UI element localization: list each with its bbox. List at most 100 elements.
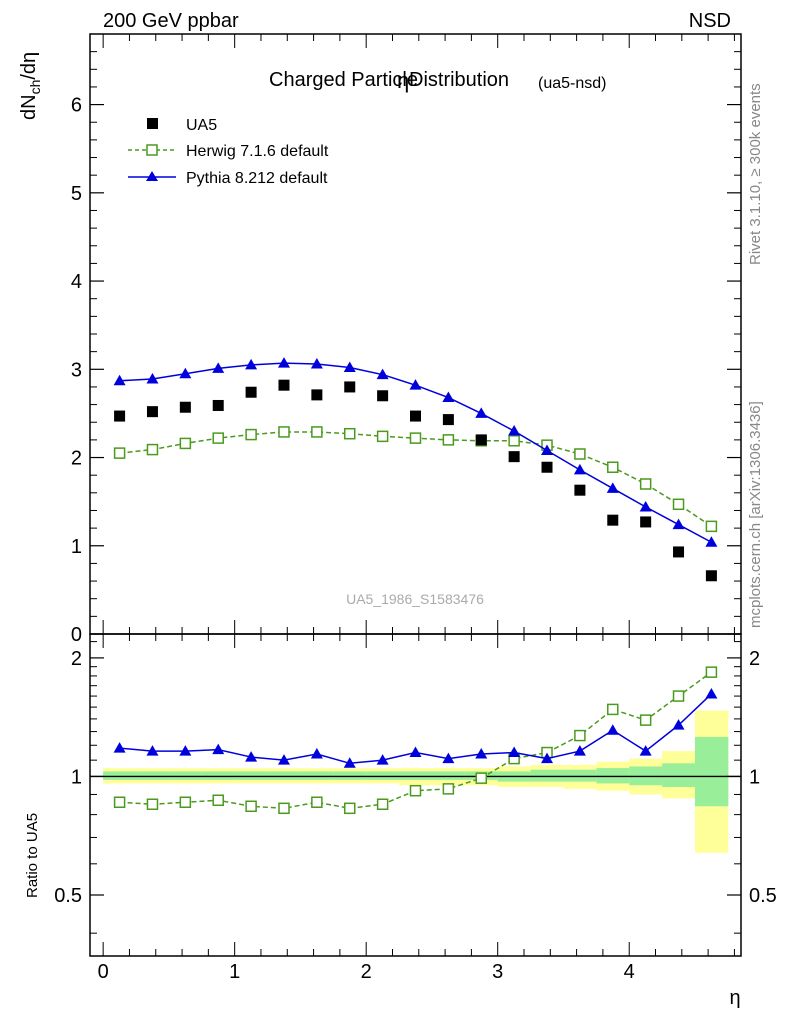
ratio-band-inner [234,771,269,780]
ratio-band-inner [596,768,630,784]
ratio-herwig-point [212,794,224,807]
chart-title: Charged Particle [269,69,418,91]
pythia-point [376,368,389,380]
herwig-point [311,426,323,438]
ratio-pythia-point [146,745,159,756]
ua5-point [705,570,717,582]
ratio-band-inner [300,771,334,780]
ratio-pythia-point [541,752,554,764]
herwig-point [343,427,356,440]
ratio-y-ticks: 0.5 0.5 1 1 2 2 [54,641,777,934]
pythia-point [113,374,126,386]
pythia-point [310,358,323,369]
pythia-point [639,500,652,512]
main-y-tick-label: 1 [71,536,82,558]
herwig-point [442,434,455,446]
pythia-point [541,444,554,455]
rivet-version-label: Rivet 3.1.10, ≥ 300k events [747,83,764,265]
x-tick-label: 0 [98,961,109,983]
herwig-point [212,432,224,444]
ratio-band-inner [333,771,367,780]
ratio-herwig-point [442,783,455,795]
pythia-point [179,367,192,379]
mcplots-credit-label: mcplots.cern.ch [arXiv:1306.3436] [747,401,764,628]
legend: UA5 Herwig 7.1.6 default Pythia 8.212 de… [128,117,329,187]
pythia-point [672,518,685,530]
pythia-point [409,379,422,390]
ratio-y-tick-label-right: 1 [749,766,760,788]
ratio-pythia-point [409,746,422,758]
legend-label-herwig: Herwig 7.1.6 default [186,143,329,160]
ratio-band-inner [399,771,433,780]
ua5-point [607,514,619,526]
ua5-point [673,546,685,558]
legend-marker-pythia [146,171,158,181]
ratio-band-inner [530,769,564,782]
pythia-point [573,463,586,475]
herwig-point [179,437,192,450]
x-axis-label: η [729,987,740,1009]
herwig-point [705,520,718,533]
ratio-x-ticks: 0 1 2 3 4 [98,634,735,983]
herwig-line [119,431,712,527]
ua5-point [508,451,520,463]
ua5-point [442,414,454,426]
header-right: NSD [689,10,731,32]
ratio-band-inner [694,736,729,807]
ratio-pythia-point [245,751,258,762]
ua5-point [278,379,290,391]
ratio-herwig-point [639,714,652,726]
x-tick-label: 4 [624,961,635,983]
herwig-point [245,428,257,441]
ratio-pythia-point [606,724,619,735]
ratio-pythia-point [705,687,718,699]
pythia-point [212,362,225,373]
ratio-pythia-point [475,748,488,759]
herwig-point [278,426,290,438]
legend-label-ua5: UA5 [186,117,217,134]
ratio-pythia-point [672,719,685,730]
ratio-band-inner [201,771,236,780]
ratio-band-inner [168,771,203,780]
ratio-pythia-point [113,742,126,753]
ratio-band-inner [563,769,597,782]
ratio-pythia-point [508,746,521,758]
x-tick-label: 2 [361,961,372,983]
main-y-tick-label: 0 [71,624,82,646]
ratio-herwig-point [409,784,422,797]
ratio-series-layer [113,666,718,815]
herwig-point [607,461,619,473]
ua5-point [475,434,487,446]
main-y-tick-label: 6 [71,95,82,117]
ratio-pythia-point [212,743,225,755]
legend-marker-ua5 [147,118,158,129]
ratio-y-tick-label-left: 2 [71,648,82,670]
ratio-herwig-point [705,666,718,678]
ratio-frame [89,633,742,957]
x-tick-label: 3 [492,961,503,983]
herwig-point [639,478,652,490]
main-y-tick-label: 4 [71,271,82,293]
ua5-point [146,406,158,418]
pythia-point [442,391,455,403]
ratio-pythia-point [376,754,389,765]
herwig-point [409,432,422,444]
ratio-panel: 0.5 0.5 1 1 2 2 0 1 2 3 4 Ratio to UA5 η [24,633,777,1009]
ratio-herwig-point [113,796,126,808]
ua5-point [377,390,389,402]
ua5-point [311,389,323,401]
ratio-herwig-point [311,796,323,808]
herwig-point [146,443,159,456]
pythia-point [705,536,718,547]
pythia-point [475,407,488,418]
pythia-point [343,361,356,373]
ua5-point [212,399,224,411]
chart-title-eta: η [397,68,409,93]
ratio-herwig-point [574,729,586,742]
ratio-herwig-point [376,798,389,810]
analysis-watermark: UA5_1986_S1583476 [346,591,484,607]
chart-subtitle: (ua5-nsd) [538,75,606,92]
ratio-y-tick-label-right: 2 [749,648,760,670]
legend-label-pythia: Pythia 8.212 default [186,170,328,187]
